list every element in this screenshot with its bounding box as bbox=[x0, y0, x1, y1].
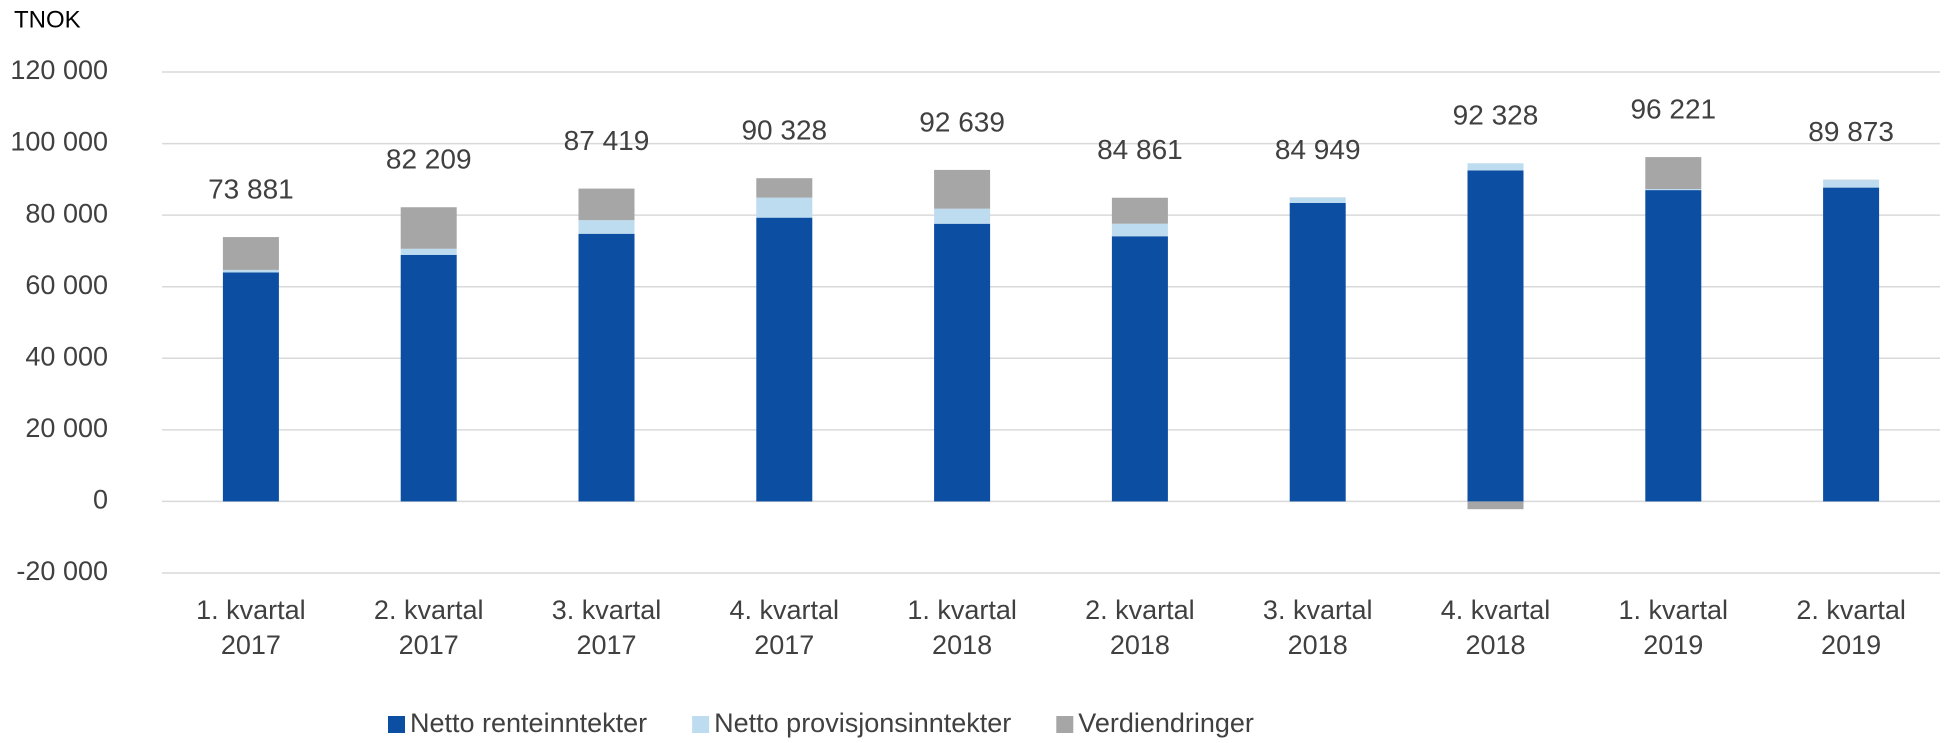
x-tick-label-line: 2019 bbox=[1821, 630, 1881, 660]
x-tick-label-line: 3. kvartal bbox=[552, 595, 662, 625]
total-label: 92 639 bbox=[919, 106, 1005, 137]
legend-label: Netto provisjonsinntekter bbox=[714, 708, 1011, 738]
x-tick-label: 1. kvartal 2019 bbox=[1619, 595, 1729, 660]
bar-segment bbox=[1111, 236, 1168, 502]
bar-segment bbox=[1111, 197, 1168, 224]
x-tick-label: 3. kvartal 2018 bbox=[1263, 595, 1373, 660]
total-label: 73 881 bbox=[208, 173, 294, 204]
y-tick-label: -20 000 bbox=[16, 556, 108, 586]
legend-swatch bbox=[1056, 716, 1074, 733]
bar-segment bbox=[1645, 189, 1702, 191]
bar-segment bbox=[1645, 157, 1702, 190]
legend-label: Verdiendringer bbox=[1078, 708, 1254, 738]
bar-segment bbox=[1823, 187, 1880, 502]
x-tick-label: 4. kvartal 2018 bbox=[1441, 595, 1551, 660]
total-label: 82 209 bbox=[386, 144, 472, 175]
x-tick-label-line: 2018 bbox=[932, 630, 992, 660]
x-tick-label-line: 4. kvartal bbox=[730, 595, 840, 625]
bar-segment bbox=[1467, 163, 1524, 171]
y-tick-label: 100 000 bbox=[10, 127, 108, 157]
total-label: 90 328 bbox=[741, 115, 827, 146]
x-tick-label-line: 2018 bbox=[1465, 630, 1525, 660]
x-tick-label: 1. kvartal 2018 bbox=[907, 595, 1017, 660]
bar-segment bbox=[934, 169, 991, 209]
x-tick-label: 4. kvartal 2017 bbox=[730, 595, 840, 660]
bar-segment bbox=[578, 233, 635, 502]
y-tick-label: 120 000 bbox=[10, 55, 108, 85]
x-tick-label: 2. kvartal 2019 bbox=[1796, 595, 1906, 660]
bar-segment bbox=[578, 220, 635, 234]
y-tick-label: 80 000 bbox=[25, 198, 108, 228]
bar-segment bbox=[756, 217, 813, 502]
total-label: 84 949 bbox=[1275, 134, 1361, 165]
x-tick-label-line: 4. kvartal bbox=[1441, 595, 1551, 625]
x-tick-label: 2. kvartal 2018 bbox=[1085, 595, 1195, 660]
x-tick-label-line: 2. kvartal bbox=[374, 595, 484, 625]
bar-segment bbox=[400, 207, 457, 249]
x-tick-label-line: 2. kvartal bbox=[1085, 595, 1195, 625]
bar-segment bbox=[1467, 501, 1524, 510]
x-tick-label-line: 1. kvartal bbox=[196, 595, 306, 625]
x-tick-label-line: 2019 bbox=[1643, 630, 1703, 660]
legend-swatch bbox=[388, 716, 405, 733]
y-tick-label: 60 000 bbox=[25, 270, 108, 300]
x-tick-label: 1. kvartal 2017 bbox=[196, 595, 306, 660]
x-tick-label-line: 2017 bbox=[221, 630, 281, 660]
x-tick-label-line: 1. kvartal bbox=[1619, 595, 1729, 625]
bar-segment bbox=[1645, 190, 1702, 502]
bar-segment bbox=[400, 248, 457, 255]
bar-segment bbox=[400, 254, 457, 502]
bar-segment bbox=[756, 197, 813, 218]
bar-segment bbox=[578, 188, 635, 221]
y-axis-label: TNOK bbox=[14, 6, 81, 33]
x-tick-label-line: 2. kvartal bbox=[1796, 595, 1906, 625]
x-tick-label-line: 1. kvartal bbox=[907, 595, 1017, 625]
x-tick-label-line: 2018 bbox=[1110, 630, 1170, 660]
total-label: 96 221 bbox=[1630, 93, 1716, 124]
bar-segment bbox=[934, 223, 991, 502]
x-tick-label-line: 2017 bbox=[399, 630, 459, 660]
total-label: 87 419 bbox=[564, 125, 650, 156]
x-tick-label-line: 3. kvartal bbox=[1263, 595, 1373, 625]
bar-segment bbox=[222, 272, 279, 502]
total-label: 89 873 bbox=[1808, 116, 1894, 147]
total-label: 84 861 bbox=[1097, 134, 1183, 165]
bar-segment bbox=[756, 178, 813, 198]
x-tick-label-line: 2017 bbox=[754, 630, 814, 660]
x-tick-label: 2. kvartal 2017 bbox=[374, 595, 484, 660]
legend-label: Netto renteinntekter bbox=[410, 708, 647, 738]
x-tick-label: 3. kvartal 2017 bbox=[552, 595, 662, 660]
y-tick-label: 0 bbox=[93, 485, 108, 515]
y-tick-label: 20 000 bbox=[25, 413, 108, 443]
bar-segment bbox=[934, 208, 991, 224]
bar-segment bbox=[1467, 170, 1524, 502]
x-tick-label-line: 2017 bbox=[576, 630, 636, 660]
bar-segment bbox=[1823, 180, 1880, 188]
legend-swatch bbox=[692, 716, 710, 733]
bar-segment bbox=[222, 237, 279, 270]
bar-segment bbox=[222, 269, 279, 273]
bar-segment bbox=[1289, 202, 1346, 502]
x-tick-label-line: 2018 bbox=[1288, 630, 1348, 660]
bar-segment bbox=[1289, 197, 1346, 203]
y-tick-label: 40 000 bbox=[25, 341, 108, 371]
bar-segment bbox=[1111, 223, 1168, 237]
total-label: 92 328 bbox=[1453, 100, 1539, 131]
